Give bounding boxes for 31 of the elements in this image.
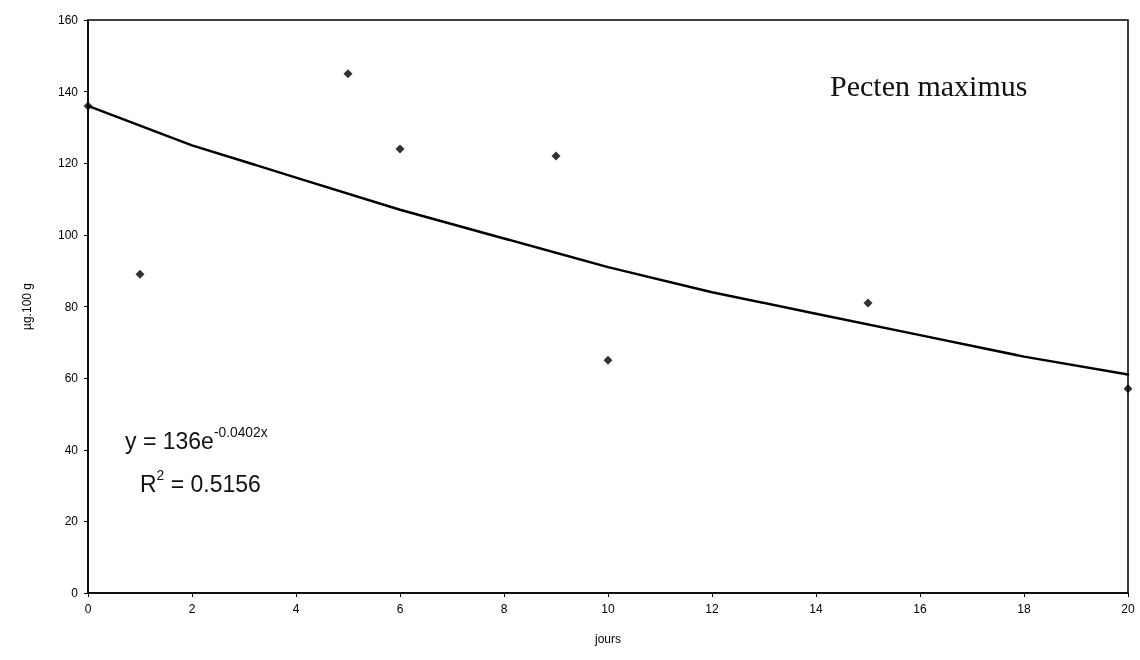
- annotation: Pecten maximus: [830, 68, 1028, 102]
- y-tick-label: 160: [57, 13, 79, 27]
- point: [551, 151, 561, 161]
- point: [395, 144, 405, 154]
- point: [83, 101, 93, 111]
- x-tick-label: 2: [188, 602, 196, 616]
- point: [863, 298, 873, 308]
- point: [603, 355, 613, 365]
- y-tick-label: 120: [57, 156, 79, 171]
- x-tick-label: 0: [84, 602, 92, 616]
- point: [135, 269, 145, 279]
- x-tick-label: 12: [705, 602, 719, 616]
- y-tick-label: 100: [57, 227, 79, 242]
- x-tick-label: 18: [1017, 602, 1031, 616]
- x-tick-label: 6: [396, 602, 404, 616]
- y-tick-label: 40: [64, 442, 79, 457]
- x-axis-title: jours: [593, 632, 622, 646]
- x-tick-label: 8: [500, 602, 508, 616]
- x-tick-label: 14: [809, 602, 823, 616]
- y-tick-label: 20: [64, 514, 79, 529]
- point: [343, 69, 353, 79]
- y-tick-label: 60: [64, 371, 79, 386]
- x-tick-label: 20: [1121, 602, 1135, 616]
- x-tick-label: 4: [292, 602, 300, 616]
- y-axis-title: µg.100 g: [20, 283, 34, 330]
- y-tick-label: 80: [64, 299, 79, 314]
- y-tick-label: 0: [71, 586, 79, 600]
- x-tick-label: 10: [601, 602, 615, 616]
- point: [1123, 384, 1133, 394]
- y-tick-label: 140: [57, 84, 79, 99]
- x-tick-label: 16: [913, 602, 927, 616]
